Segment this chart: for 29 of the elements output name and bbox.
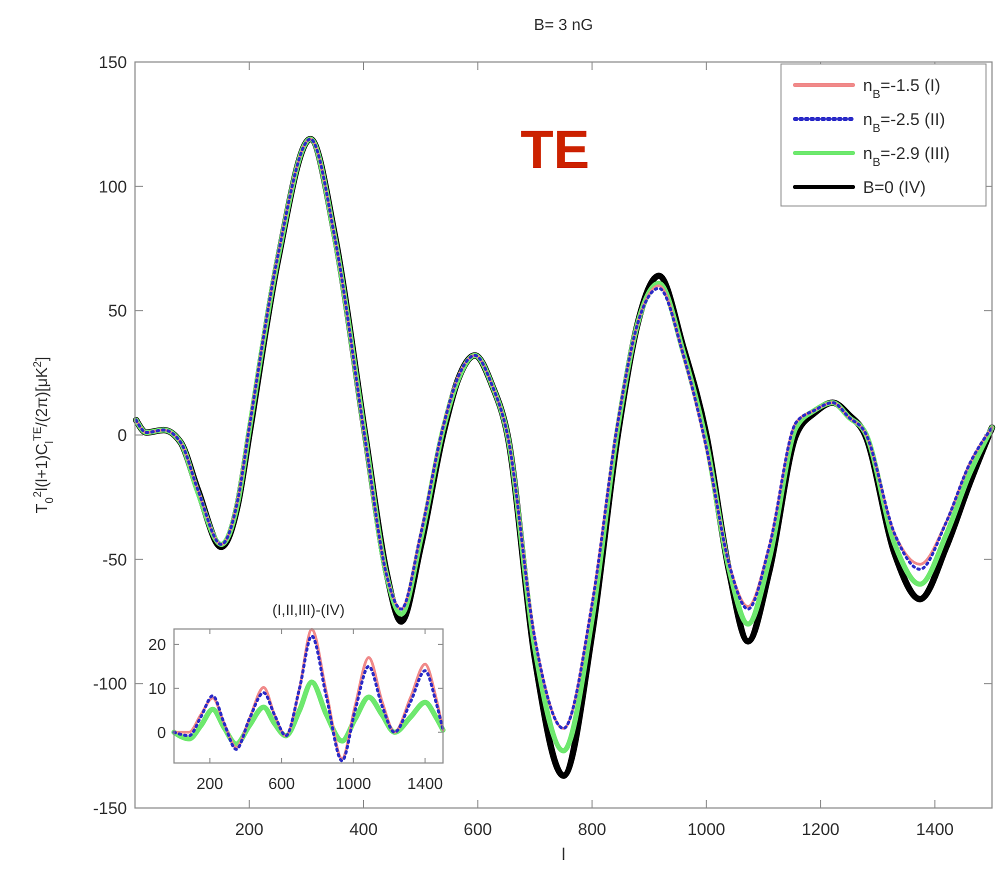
x-tick-label: 400 bbox=[349, 820, 378, 839]
x-tick-label: 1000 bbox=[687, 820, 726, 839]
y-tick-label: 150 bbox=[98, 52, 127, 72]
legend-label: n$_{B}$=-2.5 (II) bbox=[863, 110, 946, 135]
y-tick-label: 20 bbox=[148, 636, 166, 654]
y-tick-label: 100 bbox=[98, 177, 127, 196]
y-tick-label: 0 bbox=[157, 724, 166, 742]
chart-title: B= 3 nG bbox=[534, 17, 594, 34]
y-tick-label: -150 bbox=[92, 798, 127, 818]
legend-label: B=0 (IV) bbox=[863, 178, 926, 197]
x-tick-label: 200 bbox=[196, 776, 224, 793]
x-tick-label: 800 bbox=[578, 820, 606, 839]
legend-label: n$_{B}$=-1.5 (I) bbox=[863, 76, 940, 101]
y-tick-label: 0 bbox=[118, 426, 127, 445]
x-axis-title: l bbox=[562, 845, 566, 864]
x-tick-label: 1000 bbox=[336, 776, 372, 793]
x-tick-label: 200 bbox=[235, 820, 264, 839]
chart-title: (I,II,III)-(IV) bbox=[272, 602, 345, 619]
y-tick-label: 10 bbox=[148, 680, 166, 698]
x-tick-label: 600 bbox=[464, 820, 492, 839]
y-tick-label: 50 bbox=[108, 302, 127, 321]
y-tick-label: -100 bbox=[92, 674, 127, 694]
legend-label: n$_{B}$=-2.9 (III) bbox=[863, 144, 950, 169]
y-tick-label: -50 bbox=[102, 550, 127, 570]
x-tick-label: 1400 bbox=[407, 776, 443, 793]
x-tick-label: 1200 bbox=[802, 820, 840, 839]
annotation: TE bbox=[520, 120, 590, 180]
x-tick-label: 600 bbox=[268, 776, 296, 793]
x-tick-label: 1400 bbox=[916, 820, 954, 839]
